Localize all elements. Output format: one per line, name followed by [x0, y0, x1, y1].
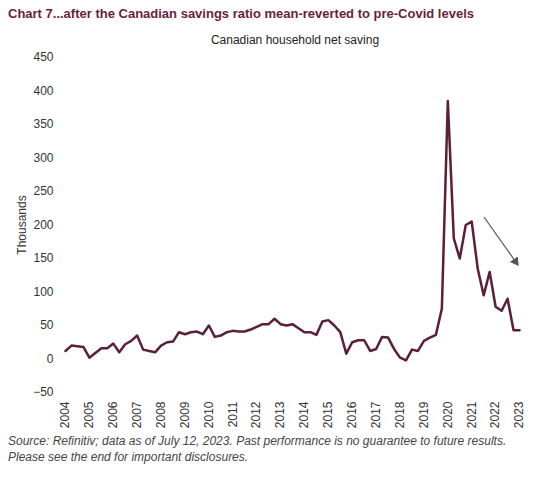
svg-text:2008: 2008 [154, 401, 168, 428]
svg-text:2011: 2011 [226, 401, 240, 427]
svg-text:2016: 2016 [345, 401, 359, 428]
svg-text:2015: 2015 [321, 401, 335, 428]
html-text:Canadian household net saving: Canadian household net saving [210, 33, 380, 47]
svg-text:2022: 2022 [488, 401, 502, 428]
svg-text:2017: 2017 [369, 401, 383, 428]
svg-text:2010: 2010 [202, 401, 216, 428]
svg-text:2009: 2009 [178, 401, 192, 428]
svg-text:2004: 2004 [58, 401, 72, 428]
svg-text:2013: 2013 [273, 401, 287, 428]
svg-text:0: 0 [47, 352, 54, 366]
svg-text:50: 50 [40, 318, 54, 332]
svg-text:100: 100 [33, 285, 53, 299]
svg-text:2018: 2018 [393, 401, 407, 428]
svg-text:2012: 2012 [249, 401, 263, 428]
svg-text:Thousands: Thousands [15, 195, 29, 254]
svg-text:2006: 2006 [106, 401, 120, 428]
svg-text:2019: 2019 [417, 401, 431, 428]
svg-text:2007: 2007 [130, 401, 144, 428]
svg-text:2005: 2005 [82, 401, 96, 428]
svg-text:250: 250 [33, 184, 53, 198]
svg-text:200: 200 [33, 218, 53, 232]
svg-text:−50: −50 [33, 385, 54, 399]
svg-text:2021: 2021 [465, 401, 479, 428]
svg-text:450: 450 [33, 50, 53, 64]
html-text:Source: Refinitiv; data as of: Source: Refinitiv; data as of July 12, 2… [8, 434, 507, 464]
svg-text:350: 350 [33, 117, 53, 131]
svg-text:2020: 2020 [441, 401, 455, 428]
svg-text:300: 300 [33, 151, 53, 165]
html-text:Chart 7...after the Canadian s: Chart 7...after the Canadian savings rat… [8, 6, 474, 21]
svg-text:400: 400 [33, 84, 53, 98]
svg-text:2014: 2014 [297, 401, 311, 428]
svg-text:2023: 2023 [512, 401, 526, 428]
svg-text:150: 150 [33, 251, 53, 265]
